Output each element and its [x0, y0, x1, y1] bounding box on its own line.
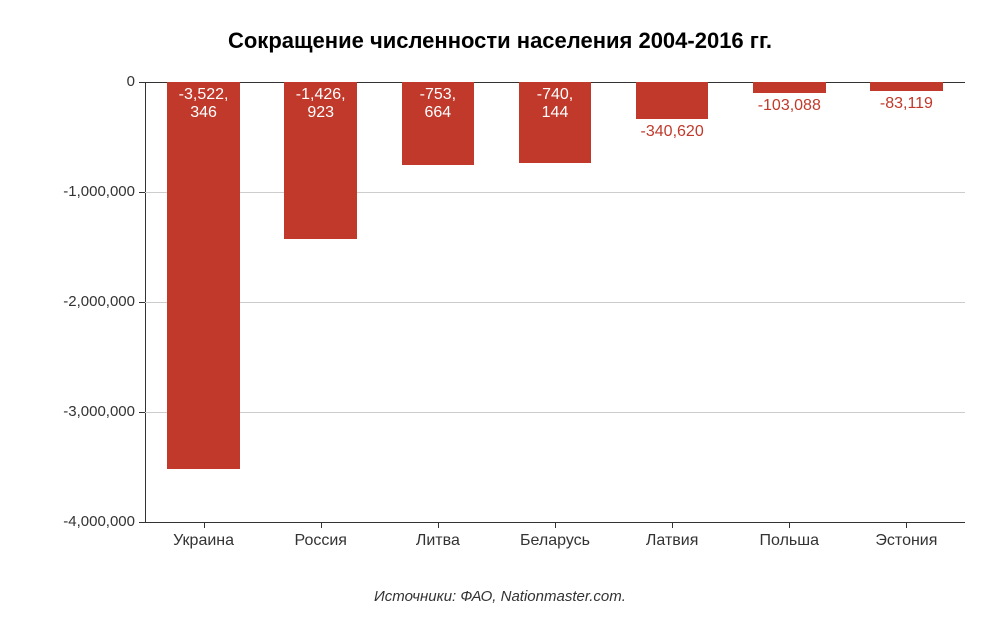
y-tick-label: -2,000,000: [25, 293, 135, 310]
chart-title: Сокращение численности населения 2004-20…: [0, 0, 1000, 54]
source-text: Источники: ФАО, Nationmaster.com.: [0, 588, 1000, 605]
chart-container: Сокращение численности населения 2004-20…: [0, 0, 1000, 620]
bar: [167, 82, 240, 469]
gridline: [145, 302, 965, 303]
y-tick: [139, 412, 145, 413]
category-label: Эстония: [848, 532, 965, 550]
bar: [636, 82, 709, 119]
bar-value-label: -83,119: [848, 95, 965, 113]
bar-value-label: -340,620: [614, 123, 731, 141]
category-label: Беларусь: [496, 532, 613, 550]
bar-value-label: -753, 664: [379, 86, 496, 123]
bar-value-label: -3,522, 346: [145, 86, 262, 123]
bar-value-label: -1,426, 923: [262, 86, 379, 123]
category-label: Украина: [145, 532, 262, 550]
y-tick: [139, 82, 145, 83]
y-tick-label: -3,000,000: [25, 403, 135, 420]
x-axis-line: [145, 522, 965, 523]
category-label: Россия: [262, 532, 379, 550]
bar-value-label: -740, 144: [496, 86, 613, 123]
plot-area: 0-1,000,000-2,000,000-3,000,000-4,000,00…: [145, 82, 965, 522]
category-label: Польша: [731, 532, 848, 550]
gridline: [145, 412, 965, 413]
bar-value-label: -103,088: [731, 97, 848, 115]
y-tick-label: -1,000,000: [25, 183, 135, 200]
bar: [753, 82, 826, 93]
y-tick-label: -4,000,000: [25, 513, 135, 530]
category-label: Литва: [379, 532, 496, 550]
gridline: [145, 192, 965, 193]
category-label: Латвия: [614, 532, 731, 550]
bar: [870, 82, 943, 91]
y-tick-label: 0: [25, 73, 135, 90]
y-tick: [139, 192, 145, 193]
y-tick: [139, 302, 145, 303]
